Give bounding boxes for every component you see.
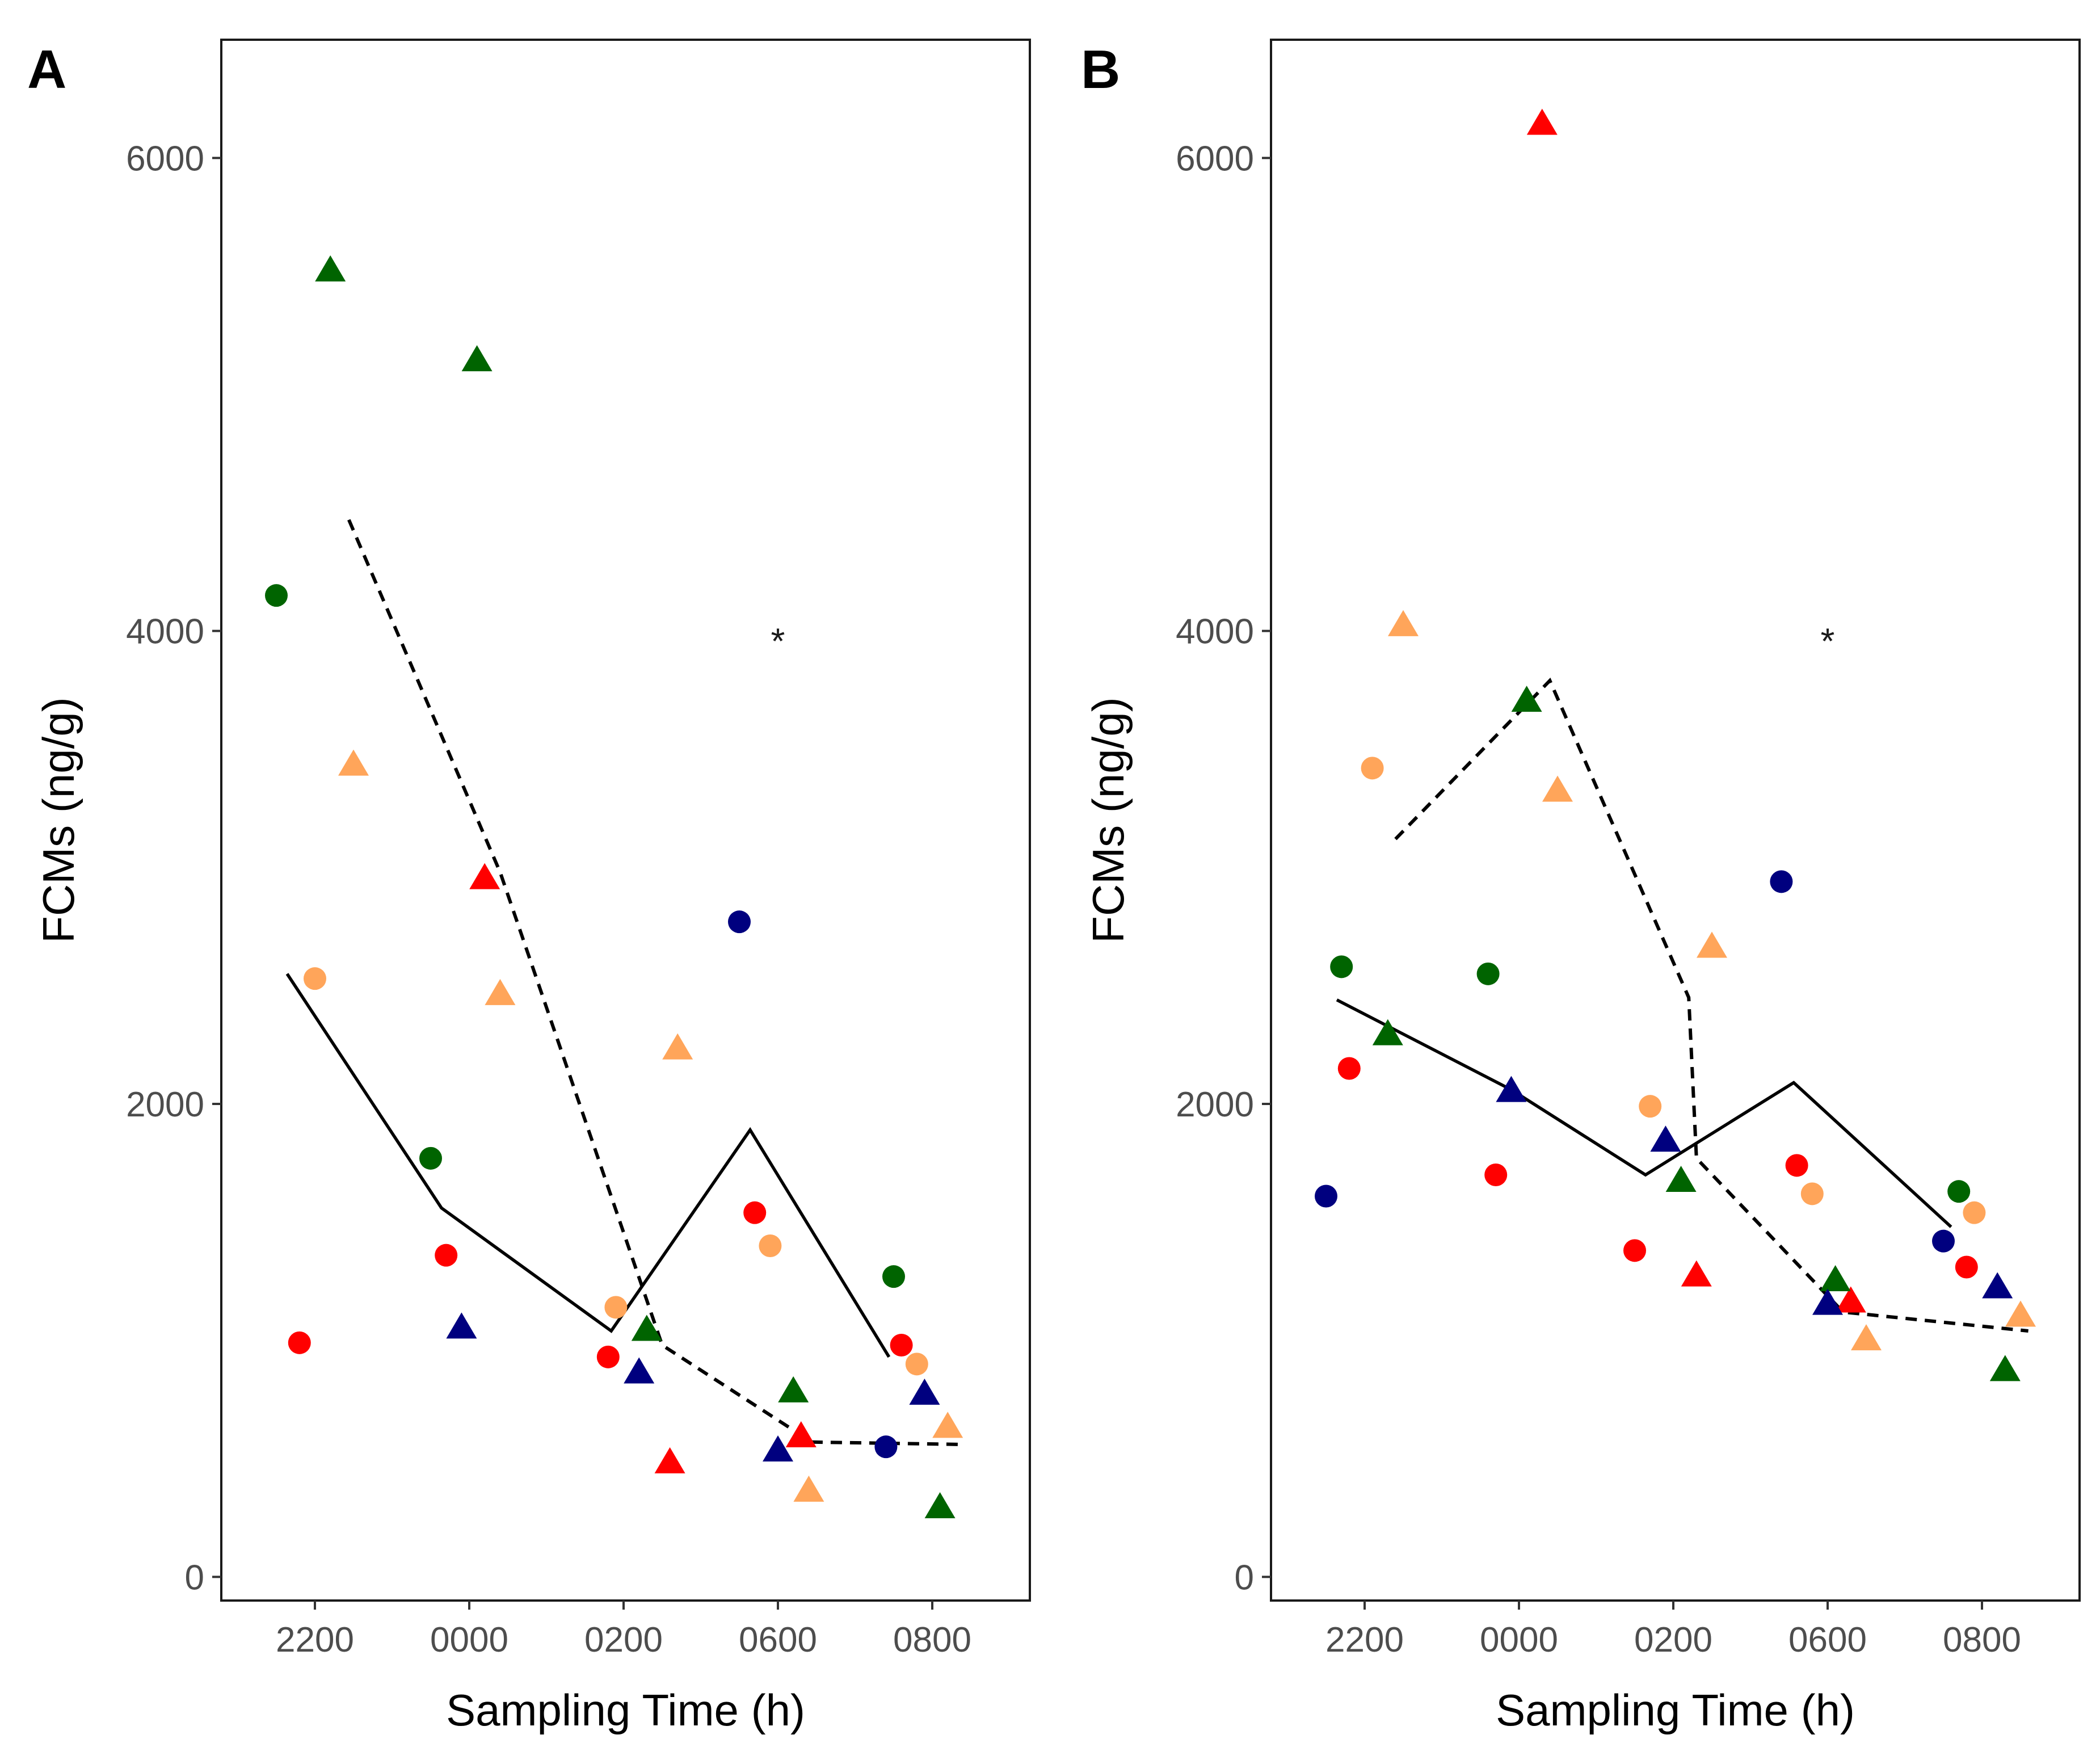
data-point-triangle bbox=[1812, 1288, 1843, 1315]
data-point-circle bbox=[604, 1296, 628, 1319]
data-point-circle bbox=[743, 1201, 767, 1224]
panel-letter: B bbox=[1081, 39, 1120, 100]
significance-asterisk: * bbox=[771, 621, 785, 662]
dashed-series-line bbox=[347, 519, 963, 1446]
y-tick-label: 2000 bbox=[126, 1085, 204, 1124]
data-point-circle bbox=[1484, 1164, 1508, 1186]
data-point-triangle bbox=[461, 345, 493, 372]
data-point-triangle bbox=[1835, 1286, 1866, 1313]
solid-series-line bbox=[285, 973, 891, 1358]
data-point-circle bbox=[1770, 870, 1793, 893]
y-axis-title: FCMs (ng/g) bbox=[33, 697, 83, 943]
data-point-triangle bbox=[631, 1314, 662, 1341]
data-point-circle bbox=[1947, 1180, 1971, 1203]
data-point-triangle bbox=[1989, 1355, 2021, 1381]
data-point-triangle bbox=[469, 863, 500, 889]
data-point-triangle bbox=[924, 1492, 956, 1518]
data-point-circle bbox=[1623, 1239, 1646, 1262]
data-point-circle bbox=[1330, 955, 1353, 978]
y-tick-label: 2000 bbox=[1176, 1085, 1254, 1124]
data-point-triangle bbox=[1388, 610, 1419, 636]
x-tick-label: 0600 bbox=[1788, 1620, 1867, 1660]
data-point-circle bbox=[1955, 1255, 1978, 1279]
data-point-triangle bbox=[2005, 1300, 2036, 1327]
data-point-triangle bbox=[1511, 686, 1542, 712]
data-point-triangle bbox=[1650, 1125, 1681, 1152]
data-point-circle bbox=[759, 1234, 782, 1257]
data-point-triangle bbox=[778, 1376, 809, 1402]
data-point-triangle bbox=[662, 1033, 693, 1060]
data-point-circle bbox=[1963, 1201, 1986, 1224]
x-tick-label: 0000 bbox=[1480, 1620, 1558, 1660]
plot-frame bbox=[1270, 39, 2081, 1602]
data-point-circle bbox=[435, 1244, 458, 1267]
x-tick-label: 2200 bbox=[276, 1620, 354, 1660]
data-point-circle bbox=[874, 1435, 898, 1459]
data-point-triangle bbox=[1697, 931, 1727, 958]
panel-letter: A bbox=[27, 39, 66, 100]
data-point-circle bbox=[419, 1146, 442, 1170]
data-point-triangle bbox=[485, 978, 516, 1005]
data-point-triangle bbox=[1372, 1019, 1403, 1045]
data-point-circle bbox=[1337, 1057, 1361, 1080]
x-axis-title: Sampling Time (h) bbox=[1496, 1685, 1855, 1735]
panel-b: B 0 2000 4000 6000 2200 0000 0200 0600 0800 Sampli… bbox=[1081, 39, 2081, 1735]
data-point-circle bbox=[1315, 1185, 1337, 1208]
data-point-triangle bbox=[338, 749, 369, 776]
data-point-triangle bbox=[1681, 1260, 1712, 1287]
data-point-circle bbox=[1476, 962, 1500, 985]
data-point-triangle bbox=[1665, 1165, 1697, 1192]
data-point-circle bbox=[1932, 1229, 1955, 1253]
x-tick-label: 0200 bbox=[1634, 1620, 1712, 1660]
data-point-triangle bbox=[1542, 775, 1573, 802]
x-tick-label: 0600 bbox=[739, 1620, 817, 1660]
data-point-circle bbox=[304, 967, 326, 990]
data-point-triangle bbox=[763, 1435, 793, 1461]
y-tick-label: 0 bbox=[185, 1558, 204, 1597]
data-point-circle bbox=[882, 1265, 905, 1288]
data-point-triangle bbox=[1820, 1265, 1851, 1291]
x-tick-label: 0000 bbox=[430, 1620, 508, 1660]
y-tick-label: 0 bbox=[1235, 1558, 1254, 1597]
x-tick-label: 0800 bbox=[1943, 1620, 2021, 1660]
significance-asterisk: * bbox=[1821, 621, 1835, 662]
data-point-triangle bbox=[1982, 1272, 2013, 1299]
x-tick-label: 0200 bbox=[584, 1620, 663, 1660]
data-point-triangle bbox=[1526, 108, 1558, 135]
data-point-circle bbox=[288, 1331, 311, 1354]
x-axis-title: Sampling Time (h) bbox=[446, 1685, 805, 1735]
data-point-circle bbox=[905, 1353, 928, 1376]
data-point-triangle bbox=[909, 1378, 940, 1405]
data-point-circle bbox=[596, 1345, 620, 1368]
data-point-triangle bbox=[793, 1475, 824, 1502]
dashed-series-line bbox=[1394, 677, 2029, 1333]
y-axis-title: FCMs (ng/g) bbox=[1083, 697, 1133, 943]
data-point-triangle bbox=[446, 1312, 477, 1339]
plot-frame bbox=[220, 39, 1031, 1602]
y-tick-label: 4000 bbox=[126, 612, 204, 652]
data-point-triangle bbox=[315, 255, 346, 282]
data-point-circle bbox=[1785, 1154, 1808, 1177]
data-point-circle bbox=[1361, 757, 1384, 780]
solid-series-line bbox=[1336, 998, 1952, 1228]
data-point-circle bbox=[265, 584, 288, 607]
data-point-circle bbox=[890, 1334, 913, 1356]
data-point-triangle bbox=[1851, 1324, 1882, 1351]
data-point-circle bbox=[728, 910, 751, 934]
y-tick-label: 4000 bbox=[1176, 612, 1254, 652]
data-point-circle bbox=[1639, 1095, 1662, 1118]
panel-a: A 0 2000 4000 6000 2200 0000 0200 0600 0800 Sampli… bbox=[27, 39, 1031, 1735]
y-tick-label: 6000 bbox=[126, 139, 204, 178]
y-tick-label: 6000 bbox=[1176, 139, 1254, 178]
data-point-triangle bbox=[932, 1412, 963, 1438]
x-tick-label: 2200 bbox=[1325, 1620, 1404, 1660]
data-point-triangle bbox=[1496, 1076, 1527, 1102]
data-point-circle bbox=[1800, 1182, 1824, 1206]
data-point-triangle bbox=[785, 1421, 817, 1447]
data-point-triangle bbox=[654, 1447, 685, 1473]
data-point-triangle bbox=[624, 1357, 655, 1384]
x-tick-label: 0800 bbox=[893, 1620, 971, 1660]
